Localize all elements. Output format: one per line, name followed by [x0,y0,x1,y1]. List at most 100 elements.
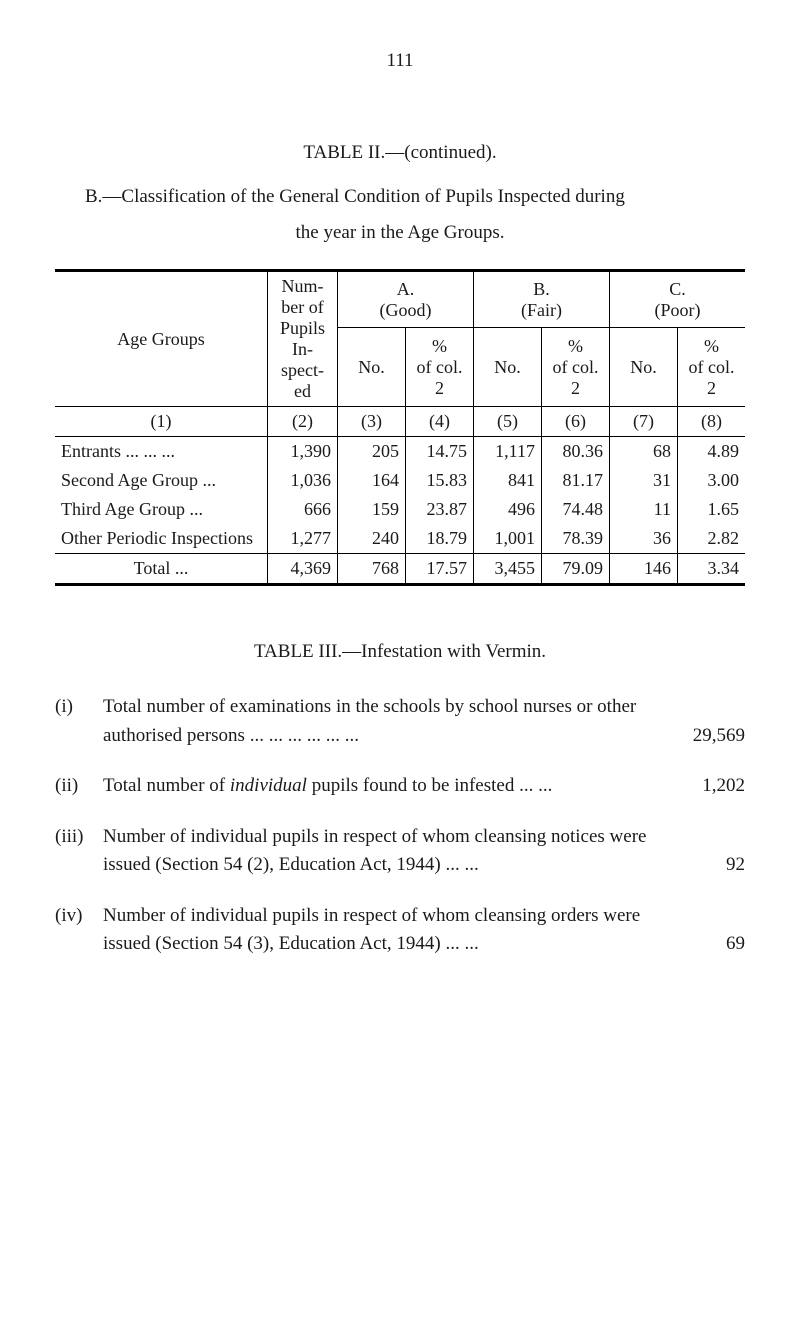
header-b-pct: % of col. 2 [542,328,610,407]
header-age-groups: Age Groups [55,271,268,407]
section-b-heading-line1: B.—Classification of the General Conditi… [55,182,745,212]
total-a-pct: 17.57 [406,554,474,585]
row-n: 1,390 [268,437,338,467]
header-number-inspected: Num- ber of Pupils In- spect- ed [268,271,338,407]
colnum-5: (5) [474,407,542,437]
row-b-pct: 80.36 [542,437,610,467]
colnum-8: (8) [678,407,746,437]
item-body: Total number of examinations in the scho… [103,693,675,750]
document-page: 111 TABLE II.—(continued). B.—Classifica… [0,0,800,1041]
item-text-italic: individual [230,775,307,796]
item-text-pre: Total number of [103,775,230,796]
row-a-no: 205 [338,437,406,467]
row-a-no: 159 [338,495,406,524]
header-c: C. (Poor) [610,271,746,328]
colnum-3: (3) [338,407,406,437]
table-row: Entrants ... ... ... 1,390 205 14.75 1,1… [55,437,745,467]
row-b-no: 1,001 [474,524,542,554]
colnum-2: (2) [268,407,338,437]
table-row: Other Periodic Inspections 1,277 240 18.… [55,524,745,554]
table-row: Second Age Group ... 1,036 164 15.83 841… [55,466,745,495]
row-a-pct: 15.83 [406,466,474,495]
item-text-post: pupils found to be infested ... ... [307,775,552,796]
row-label: Second Age Group ... [55,466,268,495]
header-c-label: C. [669,279,686,299]
row-b-pct: 74.48 [542,495,610,524]
row-c-no: 36 [610,524,678,554]
header-b-label: B. [533,279,550,299]
infestation-list: (i) Total number of examinations in the … [55,693,745,959]
item-value: 29,569 [675,722,745,751]
row-b-no: 841 [474,466,542,495]
list-item: (iii) Number of individual pupils in res… [55,823,745,880]
item-body: Total number of individual pupils found … [103,772,675,801]
row-b-no: 1,117 [474,437,542,467]
header-c-sub: (Poor) [655,300,701,320]
row-b-pct: 78.39 [542,524,610,554]
row-n: 666 [268,495,338,524]
table-total-row: Total ... 4,369 768 17.57 3,455 79.09 14… [55,554,745,585]
header-a-label: A. [397,279,415,299]
header-b-no: No. [474,328,542,407]
row-a-pct: 14.75 [406,437,474,467]
row-c-pct: 4.89 [678,437,746,467]
list-item: (iv) Number of individual pupils in resp… [55,902,745,959]
row-label: Other Periodic Inspections [55,524,268,554]
item-marker: (iii) [55,823,103,852]
colnum-7: (7) [610,407,678,437]
total-c-no: 146 [610,554,678,585]
header-a-sub: (Good) [380,300,432,320]
item-value: 69 [675,930,745,959]
section-b-heading-line2: the year in the Age Groups. [55,222,745,244]
item-marker: (iv) [55,902,103,931]
row-label: Third Age Group ... [55,495,268,524]
total-a-no: 768 [338,554,406,585]
item-marker: (i) [55,693,103,722]
header-c-no: No. [610,328,678,407]
table-iii-title: TABLE III.—Infestation with Vermin. [55,641,745,663]
item-body: Number of individual pupils in respect o… [103,902,675,959]
item-text: Number of individual pupils in respect o… [103,826,646,876]
item-value: 92 [675,851,745,880]
colnum-4: (4) [406,407,474,437]
total-n: 4,369 [268,554,338,585]
row-c-no: 68 [610,437,678,467]
item-marker: (ii) [55,772,103,801]
colnum-1: (1) [55,407,268,437]
header-b: B. (Fair) [474,271,610,328]
row-b-no: 496 [474,495,542,524]
row-a-no: 240 [338,524,406,554]
page-number: 111 [55,50,745,72]
header-a-pct: % of col. 2 [406,328,474,407]
header-a: A. (Good) [338,271,474,328]
item-text: Number of individual pupils in respect o… [103,905,640,955]
header-a-no: No. [338,328,406,407]
row-c-no: 31 [610,466,678,495]
row-c-no: 11 [610,495,678,524]
total-b-pct: 79.09 [542,554,610,585]
table-row: Third Age Group ... 666 159 23.87 496 74… [55,495,745,524]
total-b-no: 3,455 [474,554,542,585]
row-b-pct: 81.17 [542,466,610,495]
table-ii-title: TABLE II.—(continued). [55,142,745,164]
row-c-pct: 1.65 [678,495,746,524]
row-c-pct: 3.00 [678,466,746,495]
colnum-6: (6) [542,407,610,437]
item-body: Number of individual pupils in respect o… [103,823,675,880]
list-item: (ii) Total number of individual pupils f… [55,772,745,801]
row-n: 1,277 [268,524,338,554]
row-label: Entrants ... ... ... [55,437,268,467]
total-label: Total ... [55,554,268,585]
classification-table: Age Groups Num- ber of Pupils In- spect-… [55,269,745,586]
item-value: 1,202 [675,772,745,801]
row-c-pct: 2.82 [678,524,746,554]
row-a-no: 164 [338,466,406,495]
header-b-sub: (Fair) [521,300,562,320]
item-text: Total number of examinations in the scho… [103,696,636,746]
row-a-pct: 18.79 [406,524,474,554]
total-c-pct: 3.34 [678,554,746,585]
row-n: 1,036 [268,466,338,495]
row-a-pct: 23.87 [406,495,474,524]
list-item: (i) Total number of examinations in the … [55,693,745,750]
header-c-pct: % of col. 2 [678,328,746,407]
